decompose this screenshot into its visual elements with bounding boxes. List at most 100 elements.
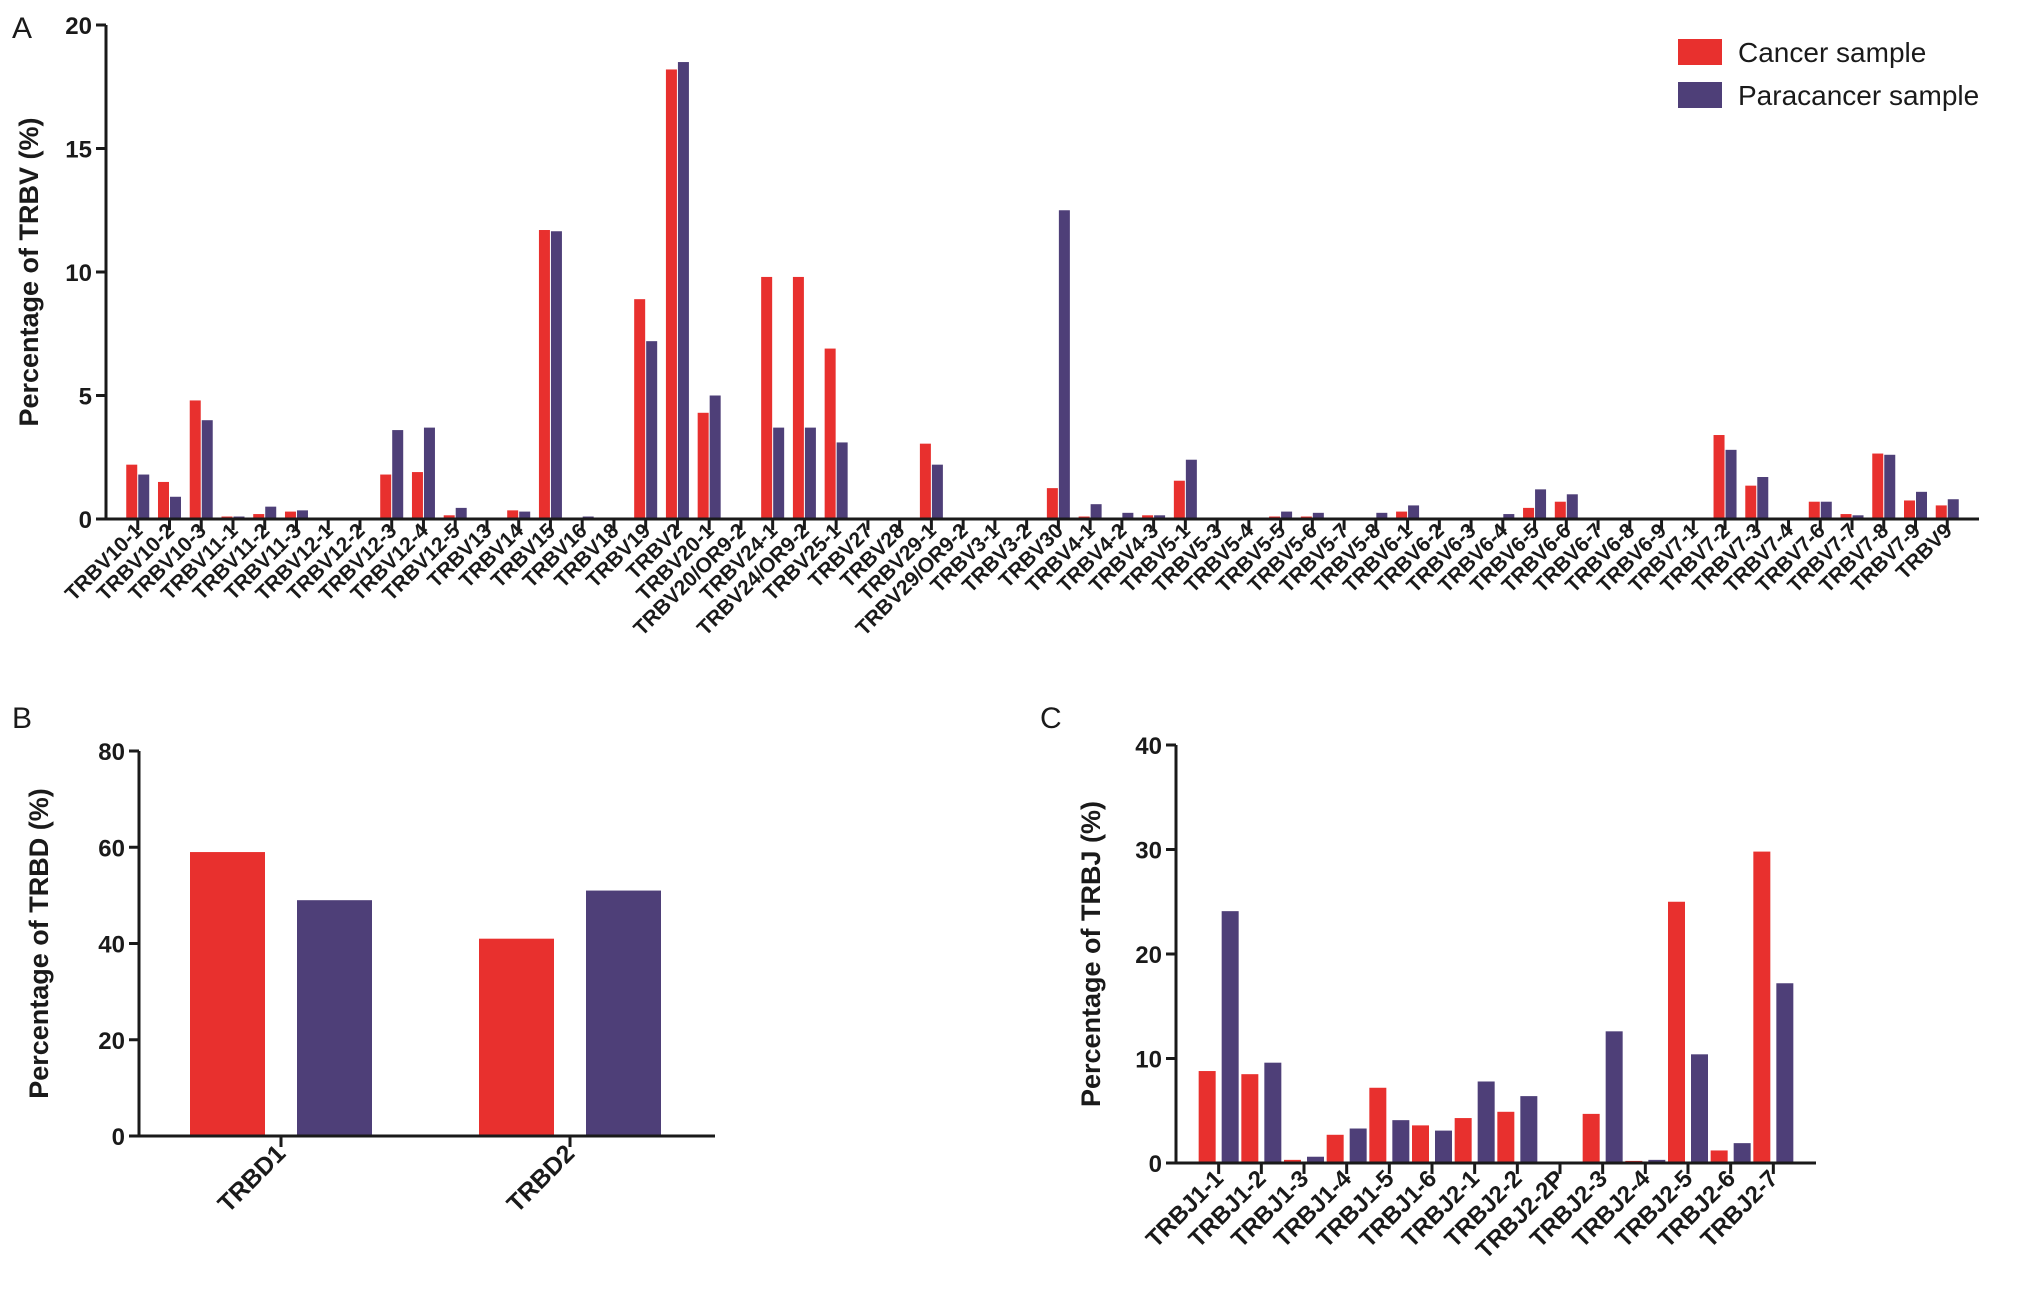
bar-paracancer-TRBV2 — [677, 62, 689, 520]
bar-paracancer-TRBJ2-7 — [1776, 983, 1794, 1163]
bar-paracancer-TRBV7-6 — [1820, 501, 1832, 519]
bar-cancer-TRBV9 — [1935, 505, 1947, 519]
bar-paracancer-TRBJ2-5 — [1691, 1054, 1708, 1163]
bar-paracancer-TRBV4-1 — [1090, 504, 1102, 519]
y-tick-label: 40 — [98, 932, 125, 959]
legend-label-paracancer: Paracancer sample — [1738, 80, 1979, 111]
bar-cancer-TRBV7-8 — [1872, 453, 1884, 519]
bar-cancer-TRBV11-2 — [253, 514, 265, 519]
bar-paracancer-TRBV5-1 — [1185, 459, 1197, 519]
bar-cancer-TRBV12-4 — [411, 472, 423, 519]
panel-label-c: C — [1040, 702, 1062, 735]
bar-cancer-TRBJ1-3 — [1284, 1159, 1301, 1163]
bar-cancer-TRBD1 — [190, 852, 265, 1136]
bar-paracancer-TRBV7-2 — [1725, 449, 1737, 519]
bar-paracancer-TRBV5-6 — [1312, 512, 1324, 519]
x-tick-label: TRBD1 — [213, 1139, 292, 1218]
legend: Cancer sample Paracancer sample — [1678, 37, 1979, 111]
bar-paracancer-TRBV24-1 — [773, 427, 785, 519]
bar-paracancer-TRBV19 — [646, 341, 658, 519]
bar-paracancer-TRBV10-3 — [201, 420, 213, 519]
bar-cancer-TRBJ1-4 — [1326, 1134, 1344, 1163]
bar-paracancer-TRBJ2-1 — [1477, 1081, 1495, 1163]
y-tick-label: 20 — [65, 13, 92, 40]
bar-paracancer-TRBV12-3 — [392, 430, 404, 519]
bar-cancer-TRBV19 — [634, 299, 646, 519]
bar-cancer-TRBV7-3 — [1745, 485, 1757, 519]
chart-B: 0 20 40 60 80 TRBD1 TRBD2 Percentage of TRBD (%… — [24, 739, 715, 1218]
bar-paracancer-TRBV11-2 — [265, 506, 277, 519]
y-tick-label: 5 — [79, 384, 92, 411]
y-axis-title: Percentage of TRBD (%) — [24, 788, 54, 1099]
bar-cancer-TRBV6-6 — [1554, 501, 1566, 519]
y-tick-label: 10 — [65, 260, 92, 287]
bar-paracancer-TRBJ1-2 — [1264, 1062, 1282, 1163]
bar-paracancer-TRBJ2-4 — [1648, 1159, 1666, 1163]
bar-cancer-TRBV30 — [1046, 488, 1058, 519]
bar-cancer-TRBV6-1 — [1396, 511, 1408, 519]
bar-paracancer-TRBV5-5 — [1281, 511, 1293, 519]
bar-cancer-TRBJ2-7 — [1753, 851, 1771, 1163]
bar-paracancer-TRBV12-4 — [423, 427, 435, 519]
bar-cancer-TRBV12-5 — [443, 515, 455, 519]
bar-paracancer-TRBV7-8 — [1884, 454, 1896, 519]
bar-paracancer-TRBV14 — [519, 511, 531, 519]
bar-cancer-TRBV7-2 — [1713, 435, 1725, 519]
panel-label-a: A — [12, 12, 32, 45]
bar-paracancer-TRBV6-4 — [1503, 514, 1515, 519]
bar-cancer-TRBV12-3 — [380, 474, 392, 519]
bar-cancer-TRBV29-1 — [919, 443, 931, 519]
bar-cancer-TRBV5-1 — [1173, 480, 1185, 519]
bar-paracancer-TRBV10-2 — [169, 496, 181, 519]
y-tick-label: 80 — [98, 739, 125, 766]
chart-C: 010203040TRBJ1-1TRBJ1-2TRBJ1-3TRBJ1-4TRB… — [1076, 733, 1816, 1264]
legend-label-cancer: Cancer sample — [1738, 37, 1926, 68]
bar-paracancer-TRBV6-5 — [1535, 489, 1547, 519]
bar-paracancer-TRBV24/OR9-2 — [804, 427, 816, 519]
bar-cancer-TRBJ2-6 — [1710, 1150, 1728, 1163]
bar-paracancer-TRBJ2-6 — [1733, 1143, 1751, 1163]
y-tick-label: 15 — [65, 137, 92, 164]
panel-label-b: B — [12, 702, 32, 735]
bar-paracancer-TRBV7-7 — [1852, 515, 1864, 519]
bar-paracancer-TRBJ1-3 — [1307, 1156, 1324, 1163]
bar-cancer-TRBJ2-3 — [1582, 1113, 1600, 1163]
bar-cancer-TRBV2 — [665, 69, 677, 520]
bar-paracancer-TRBV7-9 — [1916, 491, 1928, 519]
bar-paracancer-TRBJ2-3 — [1605, 1031, 1623, 1163]
legend-swatch-paracancer — [1678, 82, 1722, 108]
bar-paracancer-TRBV30 — [1058, 210, 1070, 519]
bar-paracancer-TRBV12-5 — [455, 507, 467, 519]
y-tick-label: 20 — [1135, 942, 1162, 969]
bar-cancer-TRBV15 — [538, 230, 550, 519]
bar-cancer-TRBV24/OR9-2 — [792, 276, 804, 519]
bar-paracancer-TRBJ1-1 — [1221, 911, 1239, 1163]
legend-swatch-cancer — [1678, 39, 1722, 65]
bar-cancer-TRBJ1-2 — [1241, 1074, 1259, 1163]
bar-cancer-TRBD2 — [479, 938, 554, 1136]
bar-cancer-TRBV24-1 — [761, 276, 773, 519]
bar-paracancer-TRBV6-1 — [1408, 505, 1420, 519]
bar-cancer-TRBV11-3 — [284, 511, 296, 519]
bar-cancer-TRBJ2-5 — [1668, 901, 1685, 1163]
bar-cancer-TRBV10-2 — [157, 481, 169, 519]
bar-cancer-TRBV20-1 — [697, 412, 709, 519]
bar-paracancer-TRBJ1-5 — [1392, 1120, 1410, 1163]
bar-paracancer-TRBV11-3 — [296, 510, 308, 519]
bar-paracancer-TRBV29-1 — [931, 464, 943, 519]
bar-cancer-TRBJ1-6 — [1412, 1125, 1429, 1163]
bar-paracancer-TRBJ2-2 — [1520, 1096, 1538, 1163]
y-axis-title: Percentage of TRBJ (%) — [1076, 801, 1106, 1107]
x-tick-label: TRBD2 — [502, 1139, 581, 1218]
bar-cancer-TRBJ2-1 — [1454, 1118, 1472, 1163]
y-tick-label: 60 — [98, 835, 125, 862]
bar-paracancer-TRBV5-8 — [1376, 512, 1388, 519]
bar-paracancer-TRBJ1-4 — [1349, 1128, 1367, 1163]
bar-paracancer-TRBV4-2 — [1122, 512, 1134, 519]
bar-cancer-TRBV14 — [507, 510, 519, 519]
bar-cancer-TRBJ1-5 — [1369, 1087, 1387, 1163]
bar-paracancer-TRBV7-3 — [1757, 477, 1769, 519]
y-tick-label: 0 — [112, 1124, 125, 1151]
bar-cancer-TRBJ2-2 — [1497, 1111, 1515, 1163]
